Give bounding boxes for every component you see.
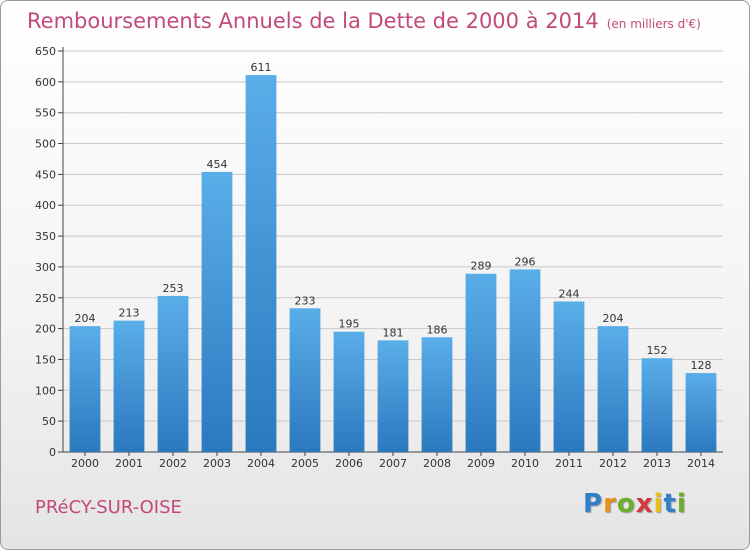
- value-label: 152: [647, 344, 668, 357]
- y-tick-label: 400: [35, 199, 56, 212]
- bar-2000: [69, 326, 101, 452]
- bar-2006: [333, 331, 365, 452]
- y-tick-label: 150: [35, 353, 56, 366]
- bar-2013: [641, 358, 673, 452]
- value-label: 128: [691, 359, 712, 372]
- y-tick-label: 350: [35, 230, 56, 243]
- y-tick-label: 550: [35, 107, 56, 120]
- bar-2009: [465, 273, 497, 452]
- y-tick-label: 50: [42, 415, 56, 428]
- x-tick-label: 2013: [643, 457, 671, 470]
- x-tick-label: 2011: [555, 457, 583, 470]
- value-label: 195: [339, 318, 360, 331]
- x-tick-label: 2007: [379, 457, 407, 470]
- logo-letter: P: [583, 489, 604, 519]
- x-tick-label: 2000: [71, 457, 99, 470]
- x-tick-label: 2014: [687, 457, 715, 470]
- logo-letter: t: [663, 489, 677, 519]
- x-tick-label: 2012: [599, 457, 627, 470]
- logo-letter: o: [616, 489, 636, 519]
- value-label: 204: [75, 312, 96, 325]
- proxiti-logo: Proxiti: [583, 489, 687, 519]
- value-label: 233: [295, 294, 316, 307]
- bar-2003: [201, 171, 233, 452]
- y-tick-label: 0: [49, 446, 56, 459]
- x-tick-label: 2003: [203, 457, 231, 470]
- bar-2007: [377, 340, 409, 452]
- value-label: 181: [383, 326, 404, 339]
- y-tick-label: 100: [35, 384, 56, 397]
- value-label: 244: [559, 287, 580, 300]
- chart-title: Remboursements Annuels de la Dette de 20…: [27, 9, 701, 33]
- x-tick-label: 2002: [159, 457, 187, 470]
- bar-2004: [245, 75, 277, 452]
- bars: [69, 75, 717, 452]
- value-label: 296: [515, 255, 536, 268]
- value-label: 454: [207, 158, 228, 171]
- labels: 0 50 100 150 200 250 300 350 400 450 500 550 600 650 2…: [35, 45, 715, 470]
- y-tick-label: 650: [35, 45, 56, 58]
- title-text: Remboursements Annuels de la Dette de 20…: [27, 9, 599, 33]
- bar-2001: [113, 320, 145, 452]
- x-tick-label: 2008: [423, 457, 451, 470]
- bar-2002: [157, 295, 189, 452]
- y-tick-label: 500: [35, 138, 56, 151]
- y-tick-label: 250: [35, 292, 56, 305]
- value-label: 253: [163, 282, 184, 295]
- bar-2008: [421, 337, 453, 452]
- x-tick-label: 2010: [511, 457, 539, 470]
- chart-subtitle: (en milliers d'€): [606, 17, 701, 31]
- y-tick-label: 300: [35, 261, 56, 274]
- x-tick-label: 2006: [335, 457, 363, 470]
- commune-name: PRéCY-SUR-OISE: [35, 497, 182, 518]
- value-label: 289: [471, 260, 492, 273]
- bar-2014: [685, 373, 717, 452]
- x-tick-label: 2005: [291, 457, 319, 470]
- bar-2005: [289, 308, 321, 452]
- logo-letter: i: [676, 489, 687, 519]
- value-label: 611: [251, 61, 272, 74]
- x-tick-label: 2004: [247, 457, 275, 470]
- bar-2012: [597, 326, 629, 452]
- x-tick-label: 2009: [467, 457, 495, 470]
- y-tick-label: 600: [35, 76, 56, 89]
- value-label: 213: [119, 307, 140, 320]
- value-label: 204: [603, 312, 624, 325]
- bar-2010: [509, 269, 541, 452]
- logo-letter: r: [603, 489, 617, 519]
- y-tick-label: 200: [35, 323, 56, 336]
- y-tick-label: 450: [35, 168, 56, 181]
- bar-2011: [553, 301, 585, 452]
- logo-letter: x: [635, 489, 654, 519]
- x-tick-label: 2001: [115, 457, 143, 470]
- logo-letter: i: [653, 489, 664, 519]
- value-label: 186: [427, 323, 448, 336]
